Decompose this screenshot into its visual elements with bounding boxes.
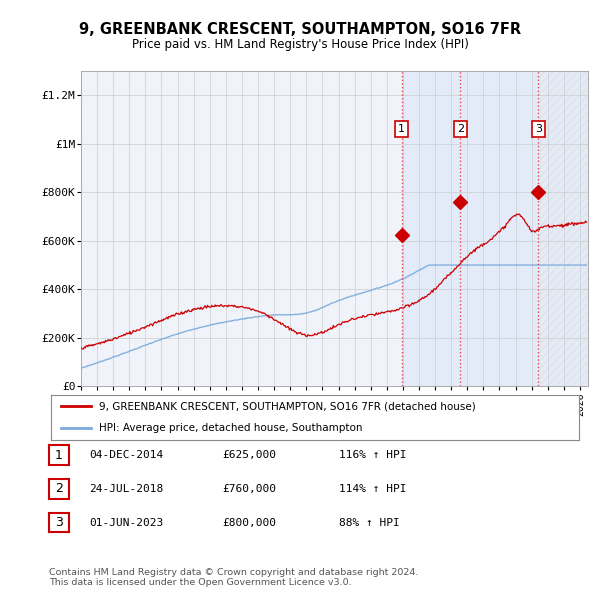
Text: 3: 3 — [55, 516, 63, 529]
Text: 114% ↑ HPI: 114% ↑ HPI — [339, 484, 407, 494]
Bar — [401, 71, 460, 386]
Text: £760,000: £760,000 — [222, 484, 276, 494]
Bar — [460, 71, 538, 386]
Text: 88% ↑ HPI: 88% ↑ HPI — [339, 518, 400, 527]
Text: 116% ↑ HPI: 116% ↑ HPI — [339, 451, 407, 460]
Text: £625,000: £625,000 — [222, 451, 276, 460]
Text: £800,000: £800,000 — [222, 518, 276, 527]
Bar — [538, 71, 588, 386]
Text: 04-DEC-2014: 04-DEC-2014 — [89, 451, 163, 460]
Text: 2: 2 — [457, 124, 464, 134]
Text: Contains HM Land Registry data © Crown copyright and database right 2024.
This d: Contains HM Land Registry data © Crown c… — [49, 568, 419, 587]
Text: 1: 1 — [398, 124, 405, 134]
Text: 9, GREENBANK CRESCENT, SOUTHAMPTON, SO16 7FR (detached house): 9, GREENBANK CRESCENT, SOUTHAMPTON, SO16… — [98, 401, 475, 411]
Text: 2: 2 — [55, 482, 63, 496]
Bar — [538, 71, 588, 386]
Text: Price paid vs. HM Land Registry's House Price Index (HPI): Price paid vs. HM Land Registry's House … — [131, 38, 469, 51]
Text: 01-JUN-2023: 01-JUN-2023 — [89, 518, 163, 527]
Text: 3: 3 — [535, 124, 542, 134]
Text: 9, GREENBANK CRESCENT, SOUTHAMPTON, SO16 7FR: 9, GREENBANK CRESCENT, SOUTHAMPTON, SO16… — [79, 22, 521, 37]
Text: 1: 1 — [55, 448, 63, 462]
Text: HPI: Average price, detached house, Southampton: HPI: Average price, detached house, Sout… — [98, 424, 362, 434]
Text: 24-JUL-2018: 24-JUL-2018 — [89, 484, 163, 494]
